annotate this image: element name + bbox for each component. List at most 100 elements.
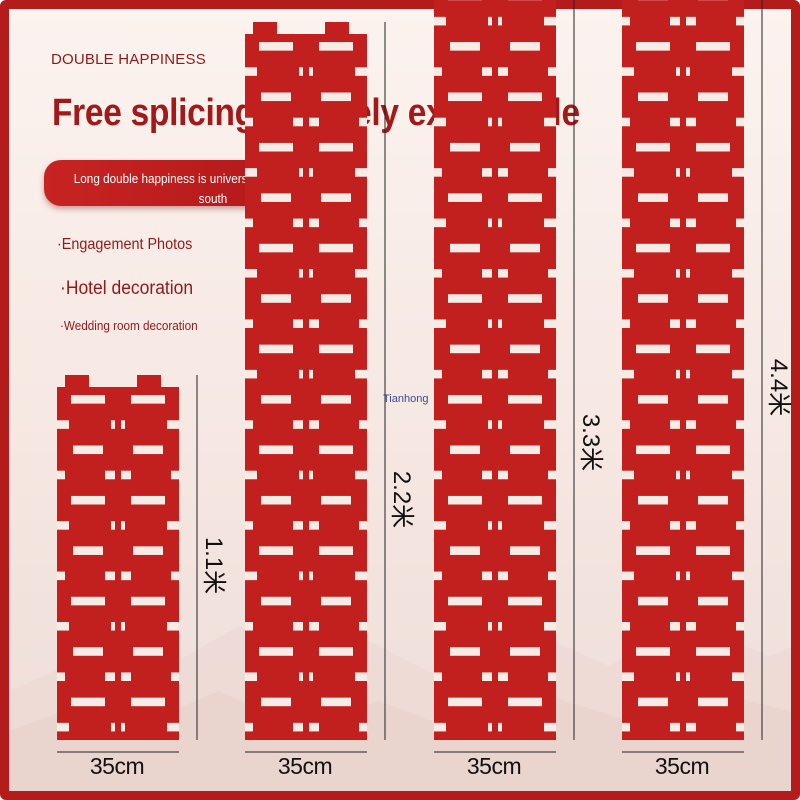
strip-slot xyxy=(321,294,351,303)
strip-slot xyxy=(71,697,105,707)
strip-slot xyxy=(57,621,69,631)
strip-slot xyxy=(696,546,730,555)
strip-slot xyxy=(171,571,179,581)
strip-slot xyxy=(508,395,542,404)
strip-slot xyxy=(736,117,744,127)
strip-slot xyxy=(321,596,351,606)
strip-slot xyxy=(259,647,293,656)
strip-slot xyxy=(732,571,744,581)
strip-slot xyxy=(510,243,540,253)
strip-tab xyxy=(65,375,89,389)
strip-slot xyxy=(696,142,730,152)
strip-slot xyxy=(450,142,480,152)
strip-slot xyxy=(319,42,353,51)
strip-slot xyxy=(359,117,367,127)
strip-slot xyxy=(638,193,668,202)
strip-slot xyxy=(544,319,556,328)
strip-slot xyxy=(167,722,179,732)
strip-slot xyxy=(698,193,728,202)
strip-slot xyxy=(544,521,556,530)
width-label-3: 35cm xyxy=(466,753,522,779)
strip-slot xyxy=(434,369,442,379)
strip-slot xyxy=(355,672,367,681)
strip-slot xyxy=(57,521,69,530)
strip-slot xyxy=(638,697,668,707)
strip-slot xyxy=(622,16,630,26)
strip-slot xyxy=(732,168,744,177)
strip-slot xyxy=(321,395,351,404)
strip-slot xyxy=(434,319,446,328)
strip-slot xyxy=(736,218,744,228)
strip-slot xyxy=(622,470,634,480)
strip-slot xyxy=(736,521,744,530)
brand-label: DOUBLE HAPPINESS xyxy=(51,51,206,68)
strip-slot xyxy=(355,571,367,581)
strip-slot xyxy=(259,344,293,354)
strip-slot xyxy=(544,16,556,26)
strip-slot xyxy=(698,294,728,303)
strip-slot xyxy=(261,92,291,102)
strip-slot xyxy=(736,621,744,631)
strip-slot xyxy=(732,672,744,681)
strip-slot xyxy=(698,495,728,505)
strip-slot xyxy=(167,521,179,530)
strip-slot xyxy=(622,722,630,732)
strip-slot xyxy=(245,319,253,328)
strip-slot xyxy=(510,546,540,555)
strip-slot xyxy=(622,420,630,429)
strip-slot xyxy=(245,420,253,429)
strip-slot xyxy=(245,117,253,127)
strip-slot xyxy=(638,294,668,303)
strip-slot xyxy=(622,621,630,631)
strip-slot xyxy=(636,243,670,253)
strip-slot xyxy=(736,319,744,328)
strip-slot xyxy=(696,344,730,354)
strip-slot xyxy=(508,697,542,707)
strip-slot xyxy=(622,521,630,530)
strip-slot xyxy=(450,647,480,656)
strip-slot xyxy=(736,722,744,732)
strip-slot xyxy=(57,672,65,681)
strip-spine xyxy=(492,0,498,740)
strip-slot xyxy=(622,218,630,228)
strip-slot xyxy=(131,495,165,505)
strip-slot xyxy=(622,268,634,278)
strip-slot xyxy=(508,193,542,202)
strip-slot xyxy=(696,243,730,253)
strip-slot xyxy=(448,697,482,707)
strip-tab xyxy=(137,375,161,389)
strip-slot xyxy=(544,722,556,732)
strip-slot xyxy=(261,495,291,505)
mountain-background xyxy=(9,621,791,791)
column-3 xyxy=(434,0,575,753)
strip-slot xyxy=(355,470,367,480)
strip-slot xyxy=(434,672,442,681)
strip-slot xyxy=(434,470,442,480)
strip-slot xyxy=(319,445,353,455)
strip-slot xyxy=(698,596,728,606)
strip-slot xyxy=(548,268,556,278)
strip-slot xyxy=(167,420,179,429)
strip-slot xyxy=(636,445,670,455)
strip-slot xyxy=(355,67,367,76)
strip-slot xyxy=(245,621,253,631)
strip-slot xyxy=(510,647,540,656)
strip-slot xyxy=(259,546,293,555)
strip-slot xyxy=(510,42,540,51)
strip-slot xyxy=(544,420,556,429)
strip-slot xyxy=(245,168,257,177)
strip-slot xyxy=(736,420,744,429)
strip-slot xyxy=(434,168,442,177)
strip-spine xyxy=(115,387,121,740)
strip-slot xyxy=(245,218,253,228)
strip-slot xyxy=(167,621,179,631)
strip-slot xyxy=(696,445,730,455)
strip-slot xyxy=(261,193,291,202)
strip-slot xyxy=(57,420,69,429)
strip-slot xyxy=(548,470,556,480)
strip-slot xyxy=(448,596,482,606)
column-4 xyxy=(622,0,763,753)
strip-slot xyxy=(245,521,253,530)
strip-slot xyxy=(261,395,291,404)
strip-slot xyxy=(622,67,634,76)
